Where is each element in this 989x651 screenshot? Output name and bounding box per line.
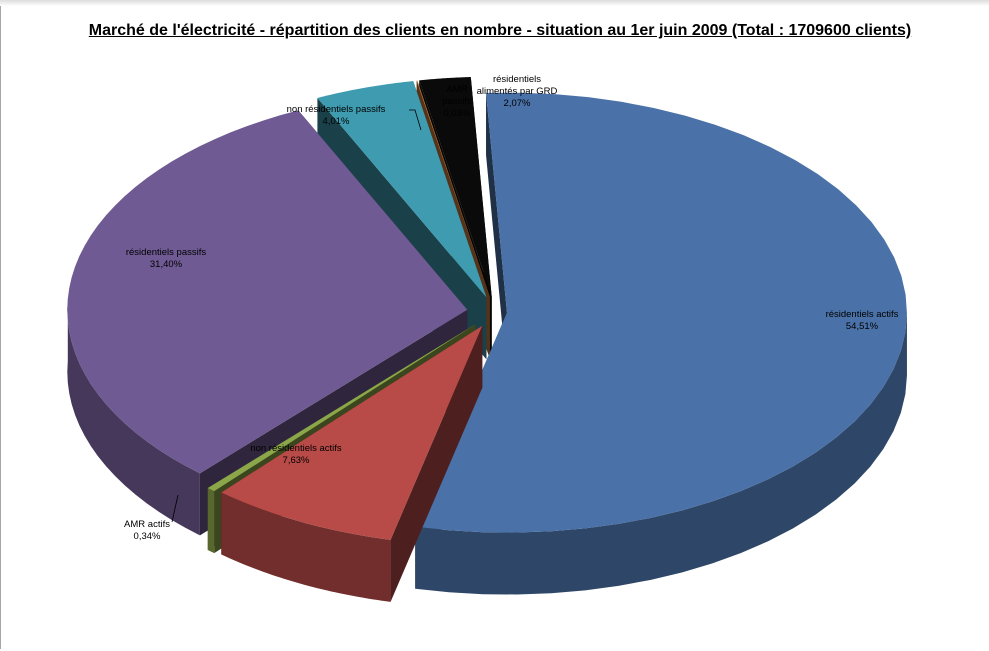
data-label-4: résidentiels passifs 31,40% <box>126 247 207 270</box>
window-top-band <box>0 0 989 6</box>
data-label-6: AMR passifs 0,03% <box>442 84 472 119</box>
data-label-7: résidentiels alimentés par GRD 2,07% <box>477 74 558 109</box>
pie-slice-wall-4 <box>67 298 200 536</box>
data-label-3: AMR actifs 0,34% <box>124 519 170 542</box>
data-label-5: non résidentiels passifs 4,01% <box>287 104 386 127</box>
leader-line-3 <box>171 494 179 523</box>
pie-slice-top-2 <box>221 325 483 540</box>
data-label-2: non résidentiels actifs 7,63% <box>250 443 342 466</box>
pie-slice-2 <box>221 325 483 602</box>
pie-slice-top-6 <box>416 80 490 297</box>
pie-slice-side-1-1 <box>486 92 507 375</box>
pie-slice-wall-1 <box>415 313 907 595</box>
pie-slice-wall-2 <box>221 492 391 602</box>
chart-title: Marché de l'électricité - répartition de… <box>88 22 912 39</box>
pie-slice-top-1 <box>415 92 907 533</box>
pie-slice-top-4 <box>67 110 468 474</box>
data-label-1: résidentiels actifs 54,51% <box>826 309 899 332</box>
leader-line-5 <box>409 109 422 131</box>
pie-slice-top-7 <box>419 77 492 297</box>
pie-slice-top-3 <box>207 324 476 492</box>
pie-slice-top-5 <box>317 81 487 298</box>
pie-slice-1 <box>415 92 907 595</box>
pie-slice-wall-3 <box>207 488 215 554</box>
